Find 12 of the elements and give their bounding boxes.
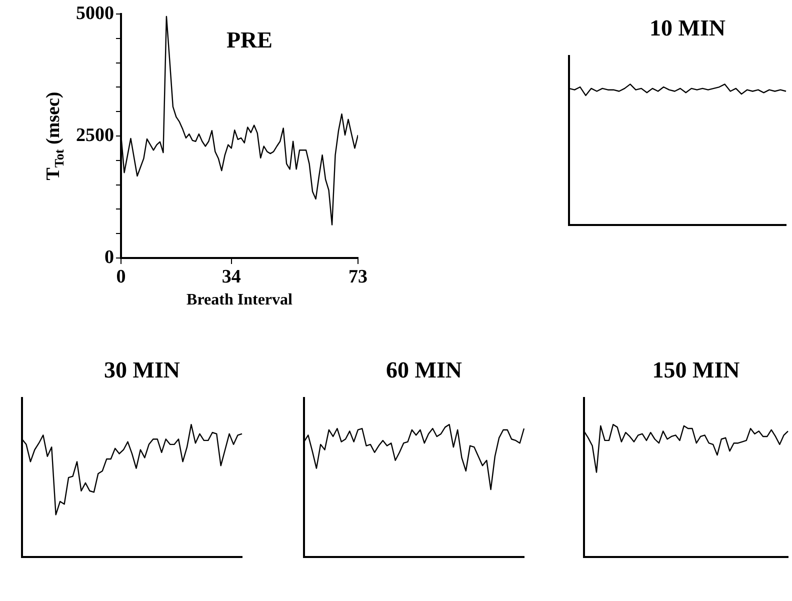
- x-tick-label: 34: [222, 266, 242, 288]
- y-tick-label: 2500: [76, 124, 114, 146]
- chart-title: 150 MIN: [652, 357, 740, 382]
- chart-title: 10 MIN: [649, 15, 726, 40]
- text: PRE: [226, 27, 272, 52]
- x-tick-label: 73: [348, 266, 368, 288]
- y-axis-title: TTot (msec): [42, 92, 66, 180]
- chart-title: 30 MIN: [104, 357, 180, 382]
- x-axis-title: Breath Interval: [186, 292, 294, 309]
- chart-title: 60 MIN: [386, 357, 462, 382]
- y-tick-label: 5000: [76, 2, 114, 24]
- y-tick-label: 0: [104, 246, 114, 268]
